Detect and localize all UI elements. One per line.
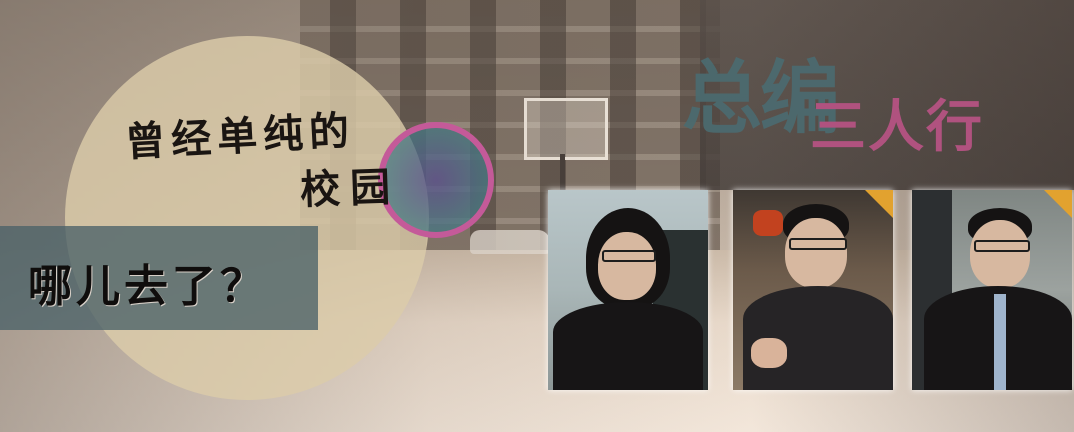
title-sub: 三人行 (810, 95, 984, 160)
tie (994, 294, 1006, 390)
corner-badge (1044, 190, 1072, 218)
decorative-circle (65, 36, 429, 400)
hand (751, 338, 787, 368)
photo-portrait-1 (548, 190, 708, 390)
photo-portrait-3 (912, 190, 1072, 390)
face (598, 232, 656, 300)
headline-question: 哪儿去了？ (28, 261, 268, 312)
photo-portrait-2 (733, 190, 893, 390)
decorative-ring (378, 122, 494, 238)
decorative-bar (0, 226, 318, 330)
background-object (753, 210, 783, 236)
glasses-icon (974, 240, 1030, 252)
shirt (553, 302, 703, 390)
glasses-icon (602, 250, 656, 262)
corner-badge (865, 190, 893, 218)
face (785, 218, 847, 288)
title-main: 总编 (682, 52, 840, 145)
face (970, 220, 1030, 288)
glasses-icon (789, 238, 847, 250)
headline-line-2: 校园 (299, 163, 401, 214)
